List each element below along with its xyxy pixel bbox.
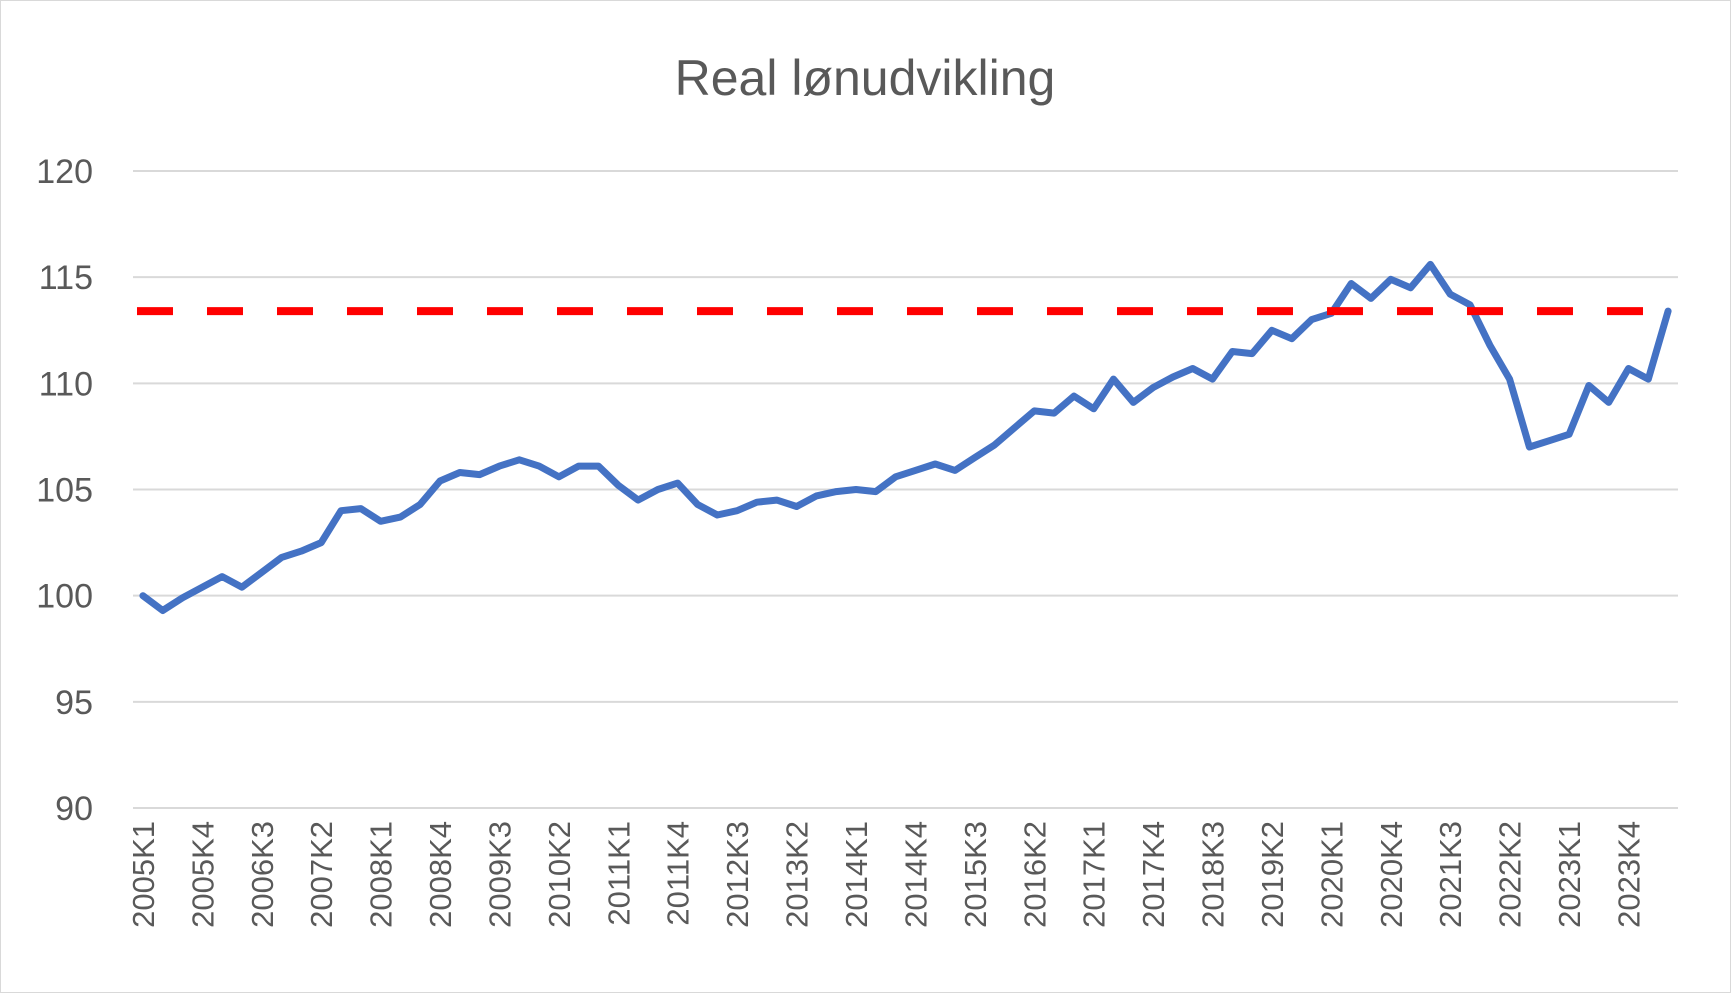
gridlines xyxy=(133,170,1678,809)
x-tick-label: 2010K2 xyxy=(542,821,577,928)
y-tick-label: 115 xyxy=(39,259,93,297)
y-tick-label: 110 xyxy=(39,365,93,403)
x-tick-label: 2008K1 xyxy=(364,821,399,928)
x-tick-label: 2008K4 xyxy=(423,821,458,928)
x-tick-label: 2013K2 xyxy=(780,821,815,928)
x-tick-label: 2023K1 xyxy=(1552,821,1587,928)
y-tick-label: 120 xyxy=(36,153,93,191)
x-tick-label: 2009K3 xyxy=(482,821,517,928)
series-layer xyxy=(137,260,1672,614)
y-tick-label: 105 xyxy=(36,472,93,510)
chart-title: Real lønudvikling xyxy=(675,50,1056,106)
y-axis-ticks: 90 95 100 105 110 115 120 xyxy=(36,153,93,828)
series-line xyxy=(139,260,1672,614)
x-tick-label: 2018K3 xyxy=(1196,821,1231,928)
x-tick-label: 2016K2 xyxy=(1017,821,1052,928)
x-tick-label: 2011K1 xyxy=(601,821,636,926)
x-tick-label: 2021K3 xyxy=(1433,821,1468,928)
x-tick-label: 2012K3 xyxy=(720,821,755,928)
x-axis-ticks: 2005K1 2005K4 2006K3 2007K2 2008K1 2008K4 2009… xyxy=(126,821,1647,928)
x-tick-label: 2019K2 xyxy=(1255,821,1290,928)
x-tick-label: 2017K4 xyxy=(1136,821,1171,928)
x-tick-label: 2015K3 xyxy=(958,821,993,928)
x-tick-label: 2007K2 xyxy=(304,821,339,928)
x-tick-label: 2022K2 xyxy=(1493,821,1528,928)
x-tick-label: 2011K4 xyxy=(661,821,696,926)
x-tick-label: 2020K1 xyxy=(1314,821,1349,928)
x-tick-label: 2006K3 xyxy=(245,821,280,928)
y-tick-label: 100 xyxy=(36,578,93,616)
x-tick-label: 2005K1 xyxy=(126,821,161,928)
x-tick-label: 2020K4 xyxy=(1374,821,1409,928)
x-tick-label: 2014K1 xyxy=(839,821,874,928)
y-tick-label: 90 xyxy=(55,790,93,828)
y-tick-label: 95 xyxy=(55,684,93,722)
x-tick-label: 2014K4 xyxy=(898,821,933,928)
x-tick-label: 2005K4 xyxy=(185,821,220,928)
x-tick-label: 2023K4 xyxy=(1611,821,1646,928)
x-tick-label: 2017K1 xyxy=(1077,821,1112,928)
